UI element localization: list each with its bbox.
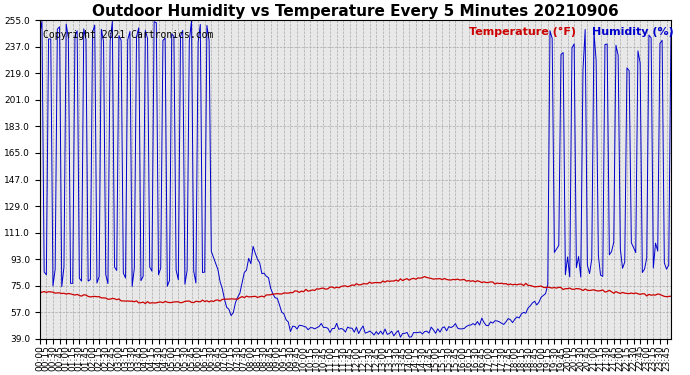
Title: Outdoor Humidity vs Temperature Every 5 Minutes 20210906: Outdoor Humidity vs Temperature Every 5 … (92, 4, 619, 19)
Text: Copyright 2021 Cartronics.com: Copyright 2021 Cartronics.com (43, 30, 213, 40)
Text: Temperature (°F): Temperature (°F) (469, 27, 576, 37)
Text: Humidity (%): Humidity (%) (592, 27, 673, 37)
